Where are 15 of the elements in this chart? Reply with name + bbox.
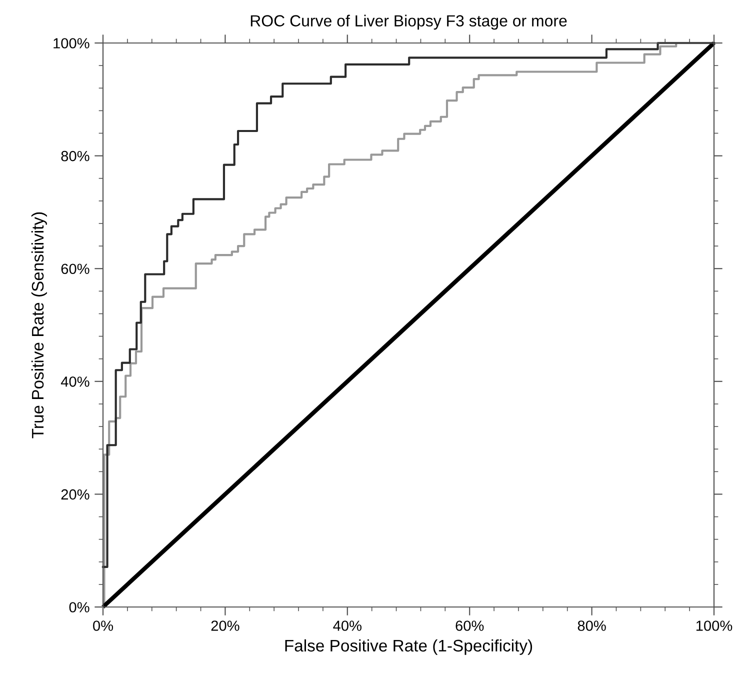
y-tick-label: 80% xyxy=(61,150,90,162)
y-tick-label: 40% xyxy=(60,376,90,387)
x-tick-label: 20% xyxy=(211,620,240,631)
chart-title: ROC Curve of Liver Biopsy F3 stage or more xyxy=(250,14,567,30)
x-tick-label: 0% xyxy=(93,620,114,631)
x-tick-label: 40% xyxy=(333,620,362,631)
x-tick-label: 60% xyxy=(456,620,484,631)
x-axis-title: False Positive Rate (1-Specificity) xyxy=(285,639,532,655)
x-tick-label: 80% xyxy=(578,620,606,631)
y-tick-label: 20% xyxy=(61,489,90,500)
y-tick-label: 100% xyxy=(54,38,90,48)
y-tick-label: 0% xyxy=(69,602,90,612)
y-axis-title: True Positive Rate (Sensitivity) xyxy=(31,212,47,438)
y-tick-label: 60% xyxy=(61,264,90,274)
x-tick-label: 100% xyxy=(696,620,732,631)
